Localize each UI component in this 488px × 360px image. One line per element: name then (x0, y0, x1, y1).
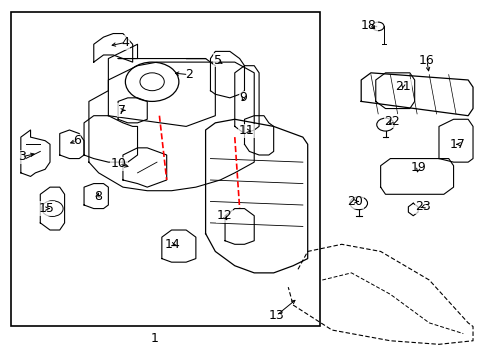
Text: 10: 10 (111, 157, 127, 170)
Text: 13: 13 (268, 309, 284, 322)
Text: 19: 19 (410, 161, 426, 174)
Text: 4: 4 (121, 36, 129, 49)
Text: 2: 2 (184, 68, 192, 81)
Text: 22: 22 (384, 114, 399, 127)
Text: 9: 9 (239, 91, 247, 104)
Text: 7: 7 (118, 104, 126, 117)
Text: 18: 18 (360, 19, 376, 32)
Text: 3: 3 (18, 150, 26, 163)
Text: 17: 17 (448, 138, 465, 151)
Text: 8: 8 (94, 190, 102, 203)
Text: 1: 1 (150, 333, 158, 346)
Text: 12: 12 (216, 209, 231, 222)
Text: 20: 20 (346, 195, 363, 208)
Text: 14: 14 (164, 238, 180, 251)
Text: 6: 6 (73, 134, 81, 147)
Text: 21: 21 (394, 80, 410, 93)
Bar (11, 12, 319, 327)
Text: 23: 23 (415, 200, 430, 213)
Text: 5: 5 (213, 54, 221, 67)
Text: 15: 15 (38, 202, 54, 215)
Text: 16: 16 (418, 54, 434, 67)
Text: 11: 11 (239, 124, 254, 137)
